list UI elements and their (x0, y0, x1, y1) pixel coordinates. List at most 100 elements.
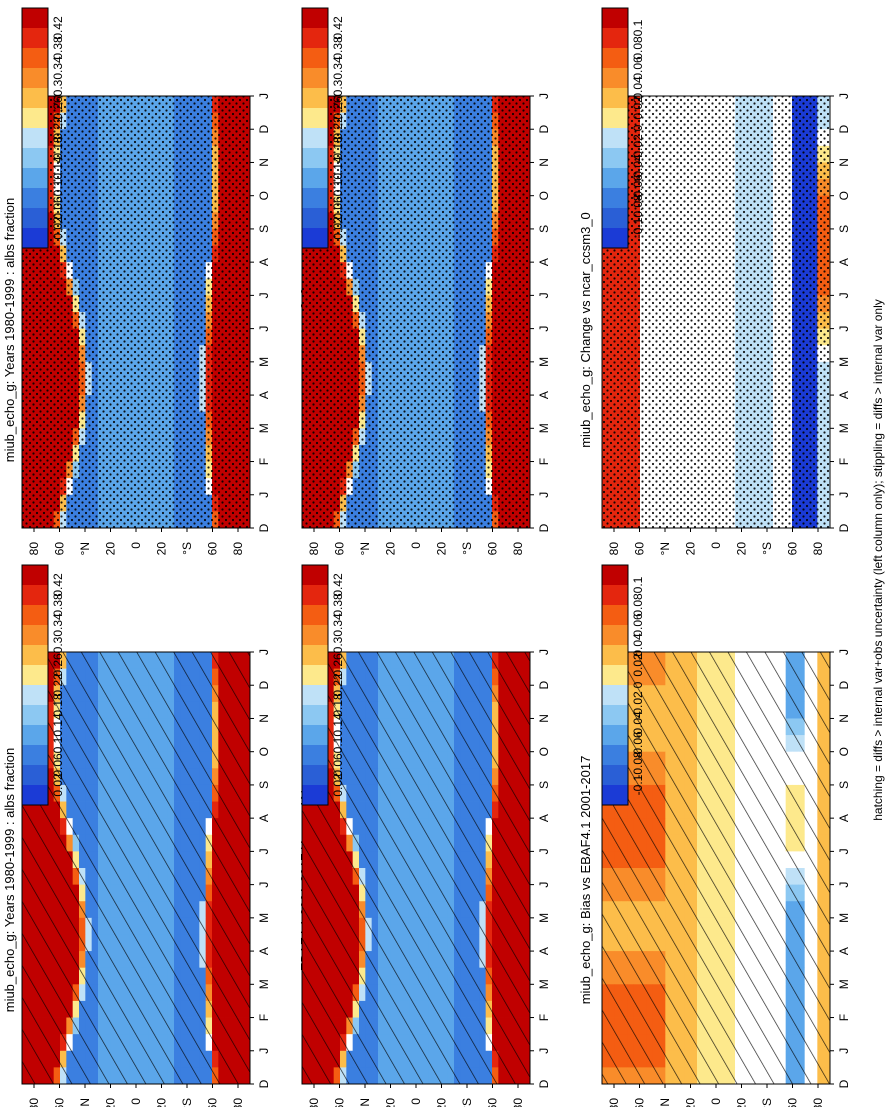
lat-tick-label: 60 (53, 542, 67, 556)
colorbar-swatch (602, 765, 628, 786)
month-tick-label: F (837, 1014, 851, 1021)
colorbar-label: 0.14 (331, 713, 345, 737)
colorbar-label: 0.18 (51, 693, 65, 717)
panel-title-4: miub_echo_g: Years 1980-1999 : albs frac… (2, 198, 17, 463)
colorbar-swatch (22, 108, 48, 129)
month-tick-label: J (257, 649, 271, 655)
colorbar-swatch (602, 705, 628, 726)
month-tick-label: M (537, 913, 551, 923)
lat-tick-label: °N (78, 542, 92, 555)
lat-tick-label: 20 (435, 542, 449, 556)
colorbar-swatch (602, 665, 628, 686)
month-tick-label: J (537, 882, 551, 888)
lat-tick-label: 0 (409, 542, 423, 549)
colorbar-swatch (22, 665, 48, 686)
colorbar-swatch (22, 88, 48, 109)
month-tick-label: J (837, 848, 851, 854)
colorbar-label: 0.14 (51, 156, 65, 180)
colorbar-swatch (22, 585, 48, 606)
month-tick-label: A (537, 814, 551, 822)
colorbar-label: 0 (631, 681, 645, 688)
lat-tick-label: °S (460, 1098, 474, 1107)
month-tick-label: A (257, 947, 271, 955)
hatching-overlay (602, 652, 830, 1084)
colorbar-swatch (22, 725, 48, 746)
colorbar-label: 0.04 (631, 633, 645, 657)
month-tick-label: O (257, 191, 271, 200)
colorbar-label: 0.3 (331, 636, 345, 653)
colorbar-label: -0.04 (631, 711, 645, 739)
colorbar-label: 0.22 (331, 673, 345, 697)
stippling-overlay (22, 96, 250, 528)
colorbar-label: 0.26 (331, 653, 345, 677)
colorbar-swatch (602, 565, 628, 586)
lat-tick-label: 60 (333, 542, 347, 556)
colorbar-swatch (22, 48, 48, 69)
month-tick-label: O (537, 747, 551, 756)
lat-tick-label: 80 (27, 1098, 41, 1107)
colorbar-label: -0.02 (631, 691, 645, 719)
colorbar-swatch (602, 725, 628, 746)
month-tick-label: N (537, 714, 551, 723)
lat-tick-label: 60 (486, 1098, 500, 1107)
month-tick-label: S (257, 225, 271, 233)
colorbar-label: 0.3 (51, 79, 65, 96)
colorbar-swatch (602, 745, 628, 766)
colorbar-swatch (22, 8, 48, 29)
month-tick-label: A (837, 814, 851, 822)
lat-tick-label: 80 (307, 542, 321, 556)
panels-layer: 80 60 °N 20 0 20 °S 60 80 D J F M A M J J A S O N D J 0.42 0.3 80… (21, 7, 851, 1107)
colorbar-swatch (22, 625, 48, 646)
colorbar-label: 0.02 (51, 216, 65, 240)
month-tick-label: M (257, 979, 271, 989)
lat-tick-label: 60 (206, 1098, 220, 1107)
colorbar-swatch (22, 785, 48, 806)
colorbar-label: 0.42 (51, 573, 65, 597)
colorbar-label: 0.42 (331, 573, 345, 597)
month-tick-label: J (837, 649, 851, 655)
colorbar-swatch (22, 28, 48, 49)
colorbar-frame (601, 564, 629, 806)
colorbar-swatch (22, 148, 48, 169)
month-tick-label: D (257, 125, 271, 134)
colorbar-label: 0.42 (51, 16, 65, 40)
lat-tick-label: 80 (607, 1098, 621, 1107)
panel-title-1: miub_echo_g: Years 1980-1999 : albs frac… (2, 748, 17, 1013)
colorbar-label: 0.26 (51, 653, 65, 677)
colorbar-4: 0.420.380.340.30.260.220.180.140.10.060.… (21, 7, 65, 249)
colorbar-swatch (602, 685, 628, 706)
colorbar-frame (301, 564, 329, 806)
colorbar-label: 0.06 (51, 196, 65, 220)
lat-tick-label: 80 (811, 1098, 825, 1107)
colorbar-label: 0.1 (331, 736, 345, 753)
colorbar-label: -0.08 (631, 751, 645, 779)
colorbar-swatch (302, 625, 328, 646)
colorbar-swatch (302, 605, 328, 626)
month-tick-label: M (537, 979, 551, 989)
colorbar-swatch (302, 745, 328, 766)
colorbar-swatch (302, 765, 328, 786)
lat-tick-label: 20 (684, 1098, 698, 1107)
lat-tick-label: 80 (307, 1098, 321, 1107)
lat-tick-label: 60 (53, 1098, 67, 1107)
colorbar-label: 0.22 (51, 116, 65, 140)
colorbar-swatch (602, 625, 628, 646)
month-tick-label: S (257, 781, 271, 789)
month-tick-label: D (837, 681, 851, 690)
lat-tick-label: 20 (104, 542, 118, 556)
lat-tick-label: °S (180, 542, 194, 555)
stippling-overlay (302, 96, 530, 528)
month-tick-label: O (837, 747, 851, 756)
month-tick-label: A (837, 947, 851, 955)
colorbar-swatch (302, 585, 328, 606)
colorbar-label: 0.18 (51, 136, 65, 160)
lat-tick-label: 60 (206, 542, 220, 556)
colorbar-label: 0.08 (631, 593, 645, 617)
colorbar-swatch (602, 645, 628, 666)
colorbar-swatch (302, 725, 328, 746)
colorbar-swatch (22, 685, 48, 706)
month-tick-label: J (537, 649, 551, 655)
colorbar-swatch (602, 785, 628, 806)
